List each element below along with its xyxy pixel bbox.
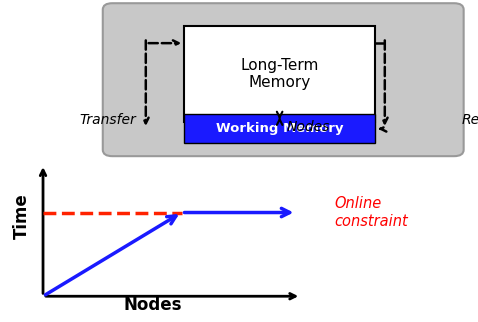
- FancyBboxPatch shape: [103, 3, 464, 156]
- Text: Retrieval: Retrieval: [461, 113, 478, 127]
- Text: Working Memory: Working Memory: [216, 122, 343, 135]
- Text: Nodes: Nodes: [124, 296, 182, 314]
- FancyBboxPatch shape: [184, 114, 375, 143]
- Text: Nodes: Nodes: [287, 119, 330, 134]
- Text: Online
constraint: Online constraint: [335, 196, 408, 229]
- Text: Long-Term
Memory: Long-Term Memory: [240, 58, 319, 90]
- Text: Transfer: Transfer: [79, 113, 136, 127]
- FancyBboxPatch shape: [184, 26, 375, 122]
- Text: Time: Time: [12, 193, 31, 239]
